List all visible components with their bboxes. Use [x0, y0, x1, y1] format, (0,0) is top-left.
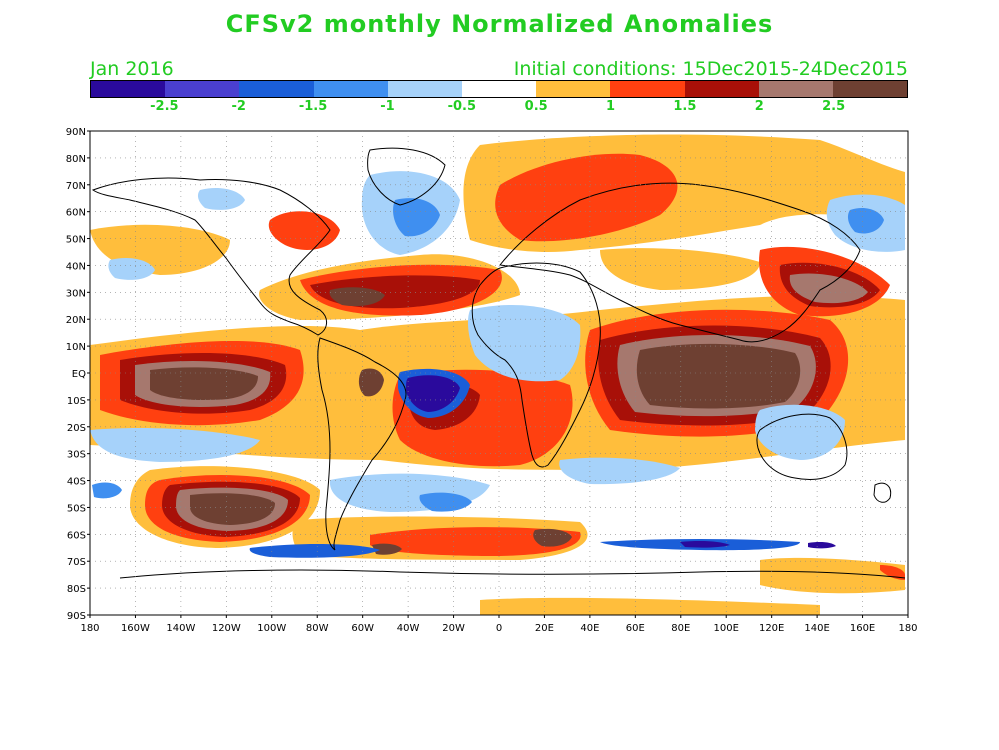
latitude-label: 80S: [67, 584, 86, 595]
colorbar-segment: [610, 81, 685, 97]
chart-title: CFSv2 monthly Normalized Anomalies: [225, 10, 774, 38]
colorbar-label: -1.5: [298, 99, 328, 114]
colorbar-label: 2.5: [822, 99, 846, 114]
colorbar-segment: [684, 81, 759, 97]
latitude-label: 50S: [67, 503, 86, 514]
anomaly-fill-indigo: [406, 375, 836, 549]
longitude-label: 80E: [671, 623, 690, 634]
longitude-label: 80W: [306, 623, 329, 634]
latitude-label: 60S: [67, 530, 86, 541]
latitude-label: 30S: [67, 450, 86, 461]
longitude-label: 20W: [442, 623, 465, 634]
latitude-label: 50N: [66, 235, 86, 246]
longitude-label: 100E: [714, 623, 739, 634]
latitude-label: 70S: [67, 557, 86, 568]
longitude-label: 40W: [397, 623, 420, 634]
colorbar-label: -2: [231, 99, 246, 114]
longitude-label: 0: [496, 623, 502, 634]
latitude-label: 20S: [67, 423, 86, 434]
latitude-label: 30N: [66, 288, 86, 299]
longitude-label: 180: [898, 623, 917, 634]
latitude-label: 60N: [66, 208, 86, 219]
initial-conditions: Initial conditions: 15Dec2015-24Dec2015: [513, 58, 908, 80]
colorbar-label: -1: [380, 99, 395, 114]
longitude-labels: 180 160W 140W 120W 100W 80W 60W 40W 20W 0 20E 40E 60…: [80, 615, 918, 634]
colorbar-label: -2.5: [150, 99, 179, 114]
colorbar-segment: [387, 81, 462, 97]
latitude-label: EQ: [72, 369, 86, 380]
colorbar-segment: [313, 81, 388, 97]
anomaly-field: [90, 134, 906, 615]
colorbar-segment: [536, 81, 611, 97]
latitude-label: 80N: [66, 154, 86, 165]
colorbar-segment: [832, 81, 908, 97]
latitude-label: 20N: [66, 315, 86, 326]
longitude-label: 180: [80, 623, 99, 634]
latitude-label: 40S: [67, 477, 86, 488]
colorbar-label: 1.5: [673, 99, 697, 114]
latitude-label: 10S: [67, 396, 86, 407]
longitude-label: 120W: [212, 623, 241, 634]
colorbar-segment: [165, 81, 240, 97]
colorbar-labels: -2.5 -2 -1.5 -1 -0.5 0.5 1 1.5 2 2.5: [90, 99, 908, 115]
longitude-label: 40E: [580, 623, 599, 634]
latitude-label: 90S: [67, 611, 86, 622]
colorbar-segment: [91, 81, 166, 97]
colorbar: [90, 80, 908, 98]
longitude-label: 20E: [535, 623, 554, 634]
longitude-label: 160W: [121, 623, 150, 634]
latitude-labels: 90N 80N 70N 60N 50N 40N 30N 20N 10N EQ 10S 20S 30S 40…: [66, 127, 90, 622]
colorbar-segment: [239, 81, 314, 97]
graticule: [90, 131, 908, 615]
latitude-label: 90N: [66, 127, 86, 138]
latitude-label: 40N: [66, 261, 86, 272]
longitude-label: 140E: [804, 623, 829, 634]
latitude-label: 10N: [66, 342, 86, 353]
longitude-label: 160E: [850, 623, 875, 634]
longitude-label: 140W: [166, 623, 195, 634]
colorbar-segment: [758, 81, 833, 97]
anomaly-fill-darkbrown: [150, 287, 801, 555]
colorbar-label: -0.5: [447, 99, 477, 114]
colorbar-label: 2: [754, 99, 764, 114]
longitude-label: 60E: [626, 623, 645, 634]
colorbar-label: 1: [606, 99, 616, 114]
longitude-label: 60W: [351, 623, 374, 634]
forecast-month: Jan 2016: [90, 58, 174, 80]
latitude-label: 70N: [66, 181, 86, 192]
longitude-label: 120E: [759, 623, 784, 634]
longitude-label: 100W: [257, 623, 286, 634]
anomaly-fill-blue: [92, 198, 884, 512]
colorbar-label: 0.5: [524, 99, 548, 114]
colorbar-segment: [461, 81, 537, 97]
